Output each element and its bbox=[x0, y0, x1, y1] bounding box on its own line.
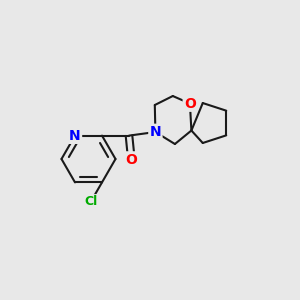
Text: N: N bbox=[150, 125, 161, 139]
Text: O: O bbox=[184, 97, 196, 110]
Text: O: O bbox=[125, 153, 137, 166]
Text: N: N bbox=[69, 129, 81, 142]
Text: Cl: Cl bbox=[84, 195, 98, 208]
